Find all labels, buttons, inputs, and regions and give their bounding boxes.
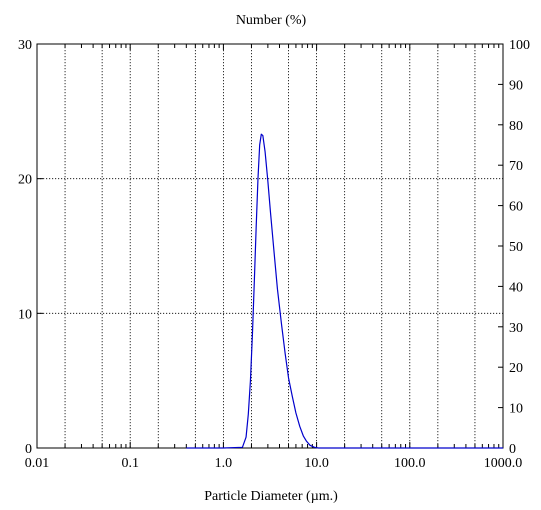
y-right-tick-label: 30	[509, 321, 523, 336]
y-right-tick-label: 40	[509, 280, 523, 295]
y-right-tick-label: 90	[509, 78, 523, 93]
y-left-tick-label: 30	[18, 38, 32, 53]
y-right-tick-label: 10	[509, 402, 523, 417]
y-left-tick-label: 10	[18, 307, 32, 322]
series-layer	[186, 133, 503, 449]
y-right-tick-label: 20	[509, 361, 523, 376]
y-right-tick-label: 50	[509, 240, 523, 255]
x-tick-label: 1000.0	[484, 456, 523, 471]
y-right-tick-label: 70	[509, 159, 523, 174]
y-left-tick-label: 0	[25, 442, 32, 457]
distribution-curve	[186, 133, 503, 449]
tick-labels: 0 10 20 30 0 10 20 30 40 50 60 70 80 90 100 0.01 0.1 1.0 1…	[18, 38, 530, 471]
y-right-tick-label: 80	[509, 119, 523, 134]
y-left-tick-label: 20	[18, 173, 32, 188]
x-tick-label: 100.0	[394, 456, 426, 471]
x-tick-label: 0.01	[25, 456, 50, 471]
x-axis-label: Particle Diameter (µm.)	[204, 489, 338, 504]
x-tick-label: 1.0	[215, 456, 233, 471]
y-right-tick-label: 0	[509, 442, 516, 457]
chart-title: Number (%)	[236, 13, 307, 28]
y-right-tick-label: 100	[509, 38, 530, 53]
x-tick-label: 0.1	[121, 456, 139, 471]
x-tick-label: 10.0	[304, 456, 329, 471]
axis-ticks	[37, 43, 503, 449]
plot-frame	[36, 43, 504, 449]
grid	[37, 44, 503, 448]
y-right-tick-label: 60	[509, 200, 523, 215]
